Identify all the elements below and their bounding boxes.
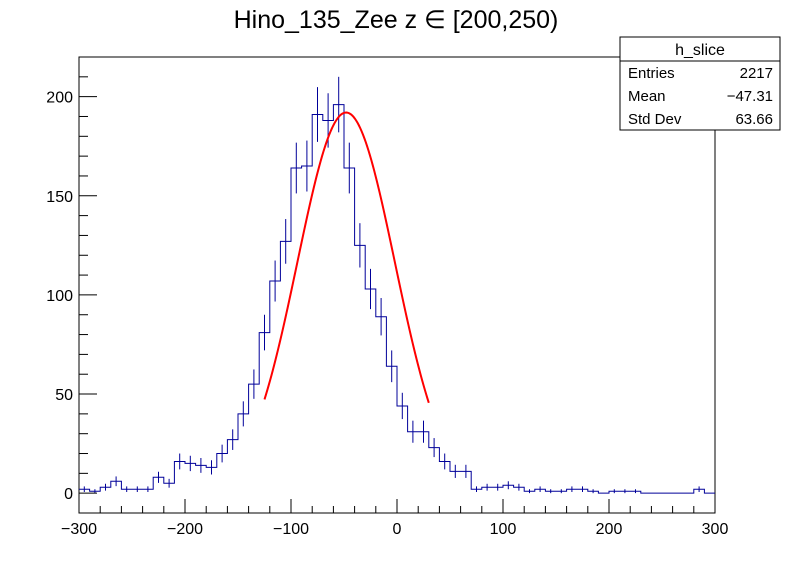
fit-curve xyxy=(263,111,430,404)
x-tick-label: −300 xyxy=(61,521,97,538)
stats-box: h_slice Entries 2217 Mean −47.31 Std Dev… xyxy=(619,36,781,131)
histogram-series xyxy=(79,76,715,494)
x-tick-label: 200 xyxy=(596,521,623,538)
stats-box-name: h_slice xyxy=(675,42,725,59)
histogram-outline xyxy=(79,104,715,494)
stats-mean-label: Mean xyxy=(628,88,666,105)
stats-stddev-label: Std Dev xyxy=(628,111,682,128)
stats-entries-label: Entries xyxy=(628,65,675,82)
x-tick-label: 0 xyxy=(393,521,402,538)
x-tick-label: 100 xyxy=(490,521,517,538)
stats-mean-value: −47.31 xyxy=(727,88,773,105)
stats-stddev-value: 63.66 xyxy=(735,111,773,128)
x-tick-label: −100 xyxy=(273,521,309,538)
stats-entries-value: 2217 xyxy=(740,65,773,82)
x-tick-label: 300 xyxy=(702,521,729,538)
y-tick-label: 0 xyxy=(64,486,73,503)
stats-box-frame xyxy=(619,36,781,131)
axes: −300 −200 −100 0 100 200 300 0 50 100 150 200 xyxy=(46,56,729,538)
y-tick-label: 150 xyxy=(46,189,73,206)
x-tick-label: −200 xyxy=(167,521,203,538)
chart-title: Hino_135_Zee z ∈ [200,250) xyxy=(234,6,559,34)
y-tick-label: 100 xyxy=(46,288,73,305)
gaussian-fit xyxy=(263,111,430,404)
y-tick-label: 50 xyxy=(55,387,73,404)
y-tick-label: 200 xyxy=(46,90,73,107)
